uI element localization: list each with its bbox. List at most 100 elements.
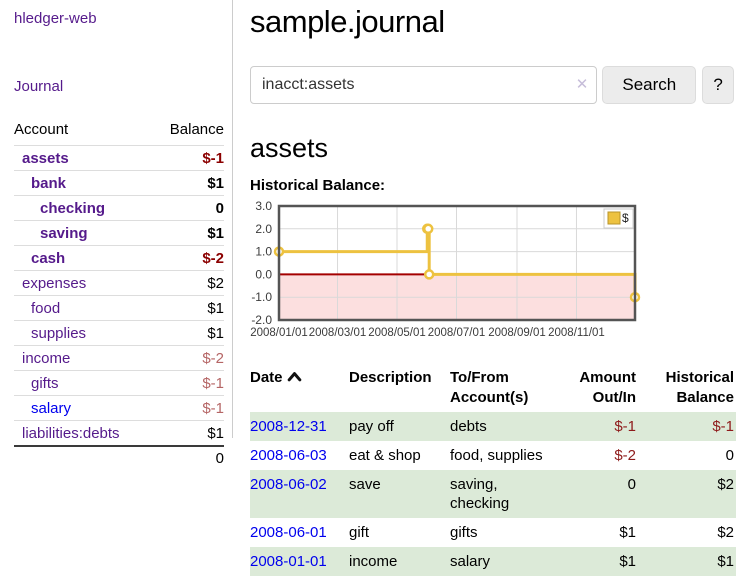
account-row: saving $1 bbox=[14, 220, 224, 245]
account-balance: 0 bbox=[215, 199, 224, 217]
account-link-bank[interactable]: bank bbox=[31, 174, 67, 192]
chart-container: 3.0 2.0 1.0 0.0 -1.0 -2.0 2008/01/01 2008/03/01… bbox=[242, 199, 734, 350]
register-cell-date: 2008-06-02 bbox=[250, 470, 349, 518]
accounts-table: Account Balance assets $-1 bank $1 checking 0… bbox=[14, 118, 224, 470]
register-row: 2008-06-03 eat & shop food, supplies $-2 0 bbox=[250, 441, 736, 470]
account-column-header: Account bbox=[14, 121, 69, 138]
svg-text:2008/05/01: 2008/05/01 bbox=[368, 327, 426, 339]
help-button[interactable]: ? bbox=[702, 66, 734, 104]
search-button[interactable]: Search bbox=[602, 66, 697, 104]
account-row: expenses $2 bbox=[14, 270, 224, 295]
account-link-assets[interactable]: assets bbox=[22, 149, 69, 167]
search-form: ✕ Search ? bbox=[250, 66, 734, 104]
register-header-row: Date Description To/From Account(s) Amou… bbox=[250, 366, 736, 412]
account-link-cash[interactable]: cash bbox=[31, 249, 66, 267]
register-table: Date Description To/From Account(s) Amou… bbox=[250, 366, 736, 576]
account-row: cash $-2 bbox=[14, 245, 224, 270]
accounts-column-header: To/From Account(s) bbox=[450, 369, 529, 406]
register-cell-amount: $1 bbox=[619, 524, 636, 541]
accounts-total-row: 0 bbox=[14, 445, 224, 470]
register-cell-balance: $1 bbox=[644, 547, 736, 576]
account-row: income $-2 bbox=[14, 345, 224, 370]
account-rows: assets $-1 bank $1 checking 0 saving $1 cash $-2 e… bbox=[14, 145, 224, 445]
account-balance: $2 bbox=[207, 274, 224, 292]
register-cell-date: 2008-01-01 bbox=[250, 547, 349, 576]
account-link-liabilities-debts[interactable]: liabilities:debts bbox=[22, 424, 120, 442]
svg-text:$: $ bbox=[622, 211, 629, 225]
account-row: supplies $1 bbox=[14, 320, 224, 345]
account-link-salary[interactable]: salary bbox=[31, 399, 72, 417]
description-column-header: Description bbox=[349, 369, 432, 386]
svg-text:0.0: 0.0 bbox=[255, 267, 272, 281]
transaction-date-link[interactable]: 2008-01-01 bbox=[250, 553, 327, 570]
register-cell-accounts: food, supplies bbox=[450, 447, 543, 464]
register-cell-accounts: debts bbox=[450, 412, 560, 441]
account-row: liabilities:debts $1 bbox=[14, 420, 224, 445]
transaction-date-link[interactable]: 2008-06-03 bbox=[250, 447, 327, 464]
account-link-checking[interactable]: checking bbox=[40, 199, 106, 217]
account-balance: $-1 bbox=[202, 399, 224, 417]
chart-label: Historical Balance: bbox=[250, 177, 386, 194]
account-heading: assets bbox=[250, 133, 329, 163]
transaction-date-link[interactable]: 2008-12-31 bbox=[250, 418, 327, 435]
register-cell-description: pay off bbox=[349, 412, 450, 441]
account-link-food[interactable]: food bbox=[31, 299, 61, 317]
account-link-gifts[interactable]: gifts bbox=[31, 374, 59, 392]
account-row: bank $1 bbox=[14, 170, 224, 195]
account-row: assets $-1 bbox=[14, 145, 224, 170]
account-row: gifts $-1 bbox=[14, 370, 224, 395]
register-cell-balance: $2 bbox=[717, 524, 734, 541]
date-column-header[interactable]: Date bbox=[250, 366, 349, 412]
register-row: 2008-12-31 pay off debts $-1 $-1 bbox=[250, 412, 736, 441]
register-cell-balance: 0 bbox=[725, 447, 734, 464]
register-cell-amount: $1 bbox=[560, 547, 644, 576]
account-link-supplies[interactable]: supplies bbox=[31, 324, 87, 342]
account-balance: $1 bbox=[207, 174, 224, 192]
accounts-table-header: Account Balance bbox=[14, 118, 224, 145]
account-balance: $1 bbox=[207, 224, 224, 242]
register-cell-accounts: gifts bbox=[450, 524, 478, 541]
register-cell-description: save bbox=[349, 470, 450, 518]
register-cell-amount: $-2 bbox=[614, 447, 636, 464]
account-balance: $1 bbox=[207, 424, 224, 442]
sidebar-item-journal[interactable]: Journal bbox=[14, 78, 64, 95]
svg-text:-1.0: -1.0 bbox=[251, 290, 272, 304]
register-cell-balance: $2 bbox=[644, 470, 736, 518]
account-balance: $1 bbox=[207, 299, 224, 317]
account-balance: $1 bbox=[207, 324, 224, 342]
account-link-income[interactable]: income bbox=[22, 349, 71, 367]
account-balance: $-1 bbox=[202, 374, 224, 392]
svg-text:2008/03/01: 2008/03/01 bbox=[309, 327, 367, 339]
app-title-link[interactable]: hledger-web bbox=[14, 10, 97, 27]
register-cell-balance: $-1 bbox=[644, 412, 736, 441]
transaction-date-link[interactable]: 2008-06-02 bbox=[250, 476, 327, 493]
accounts-total-value: 0 bbox=[215, 450, 224, 467]
sidebar: hledger-web Journal Account Balance asse… bbox=[0, 0, 233, 467]
register-cell-date: 2008-06-01 bbox=[250, 518, 349, 547]
main-content: sample.journal ✕ Search ? assets Histori… bbox=[234, 0, 742, 582]
page-title: sample.journal bbox=[250, 4, 445, 39]
search-box: ✕ bbox=[250, 66, 598, 104]
register-cell-description: income bbox=[349, 547, 450, 576]
register-cell-description: gift bbox=[349, 524, 370, 541]
balance-column-header: Balance bbox=[169, 121, 224, 138]
account-link-expenses[interactable]: expenses bbox=[22, 274, 87, 292]
balance-column-header-main: Historical Balance bbox=[665, 369, 734, 406]
register-row: 2008-06-01 gift gifts $1 $2 bbox=[250, 518, 736, 547]
register-cell-accounts: salary bbox=[450, 547, 560, 576]
transaction-date-link[interactable]: 2008-06-01 bbox=[250, 524, 327, 541]
account-link-saving[interactable]: saving bbox=[40, 224, 88, 242]
search-input[interactable] bbox=[250, 66, 598, 104]
register-cell-amount: 0 bbox=[560, 470, 644, 518]
account-balance: $-2 bbox=[202, 249, 224, 267]
svg-text:3.0: 3.0 bbox=[255, 201, 272, 213]
register-cell-date: 2008-06-03 bbox=[250, 441, 349, 470]
account-row: food $1 bbox=[14, 295, 224, 320]
clear-search-icon[interactable]: ✕ bbox=[575, 76, 589, 93]
svg-text:-2.0: -2.0 bbox=[251, 313, 272, 327]
sort-ascending-icon bbox=[287, 368, 302, 388]
amount-column-header: Amount Out/In bbox=[579, 369, 636, 406]
register-cell-accounts: saving, checking bbox=[450, 470, 560, 518]
register-cell-amount: $-1 bbox=[560, 412, 644, 441]
